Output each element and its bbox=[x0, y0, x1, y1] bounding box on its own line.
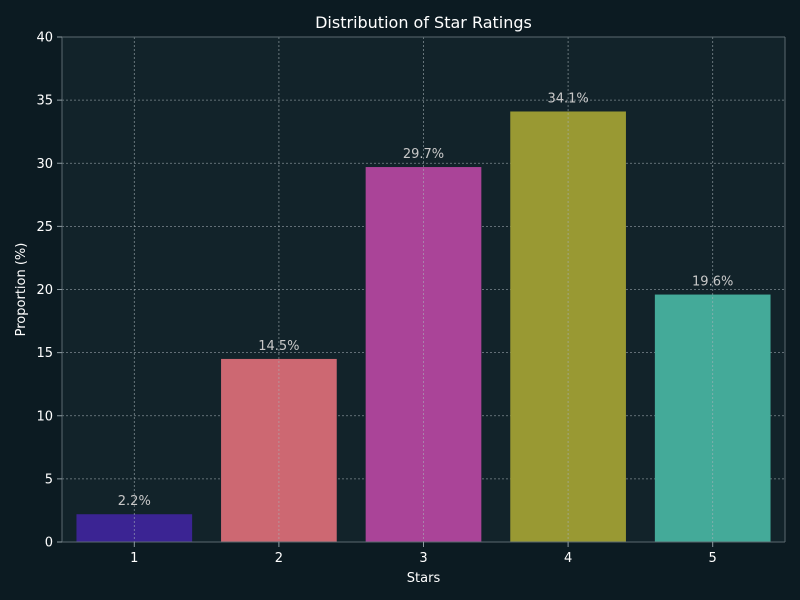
y-tick-label: 35 bbox=[36, 94, 53, 109]
bar-value-label: 19.6% bbox=[692, 275, 733, 290]
y-tick-label: 10 bbox=[36, 409, 53, 424]
y-axis-label: Proportion (%) bbox=[14, 243, 29, 337]
x-axis-label: Stars bbox=[407, 571, 441, 586]
y-tick-label: 25 bbox=[36, 220, 53, 235]
data-labels: 2.2% 14.5% 29.7% 34.1% 19.6% bbox=[118, 91, 734, 509]
x-tick-label: 5 bbox=[709, 551, 717, 566]
y-ticks: 0 5 10 15 20 25 30 35 40 bbox=[36, 31, 62, 551]
y-tick-label: 30 bbox=[36, 157, 53, 172]
y-tick-label: 0 bbox=[45, 536, 53, 551]
x-tick-label: 1 bbox=[130, 551, 138, 566]
x-tick-label: 3 bbox=[419, 551, 427, 566]
bar-value-label: 34.1% bbox=[547, 91, 588, 106]
y-tick-label: 15 bbox=[36, 346, 53, 361]
x-tick-label: 4 bbox=[564, 551, 572, 566]
x-ticks: 1 2 3 4 5 bbox=[130, 542, 717, 566]
y-tick-label: 5 bbox=[45, 472, 53, 487]
y-tick-label: 20 bbox=[36, 283, 53, 298]
vertical-grid bbox=[133, 37, 714, 542]
y-tick-label: 40 bbox=[36, 31, 53, 46]
bar-value-label: 2.2% bbox=[118, 494, 151, 509]
bar-value-label: 14.5% bbox=[258, 339, 299, 354]
chart-title: Distribution of Star Ratings bbox=[315, 13, 532, 32]
bar-value-label: 29.7% bbox=[403, 147, 444, 162]
x-tick-label: 2 bbox=[275, 551, 283, 566]
